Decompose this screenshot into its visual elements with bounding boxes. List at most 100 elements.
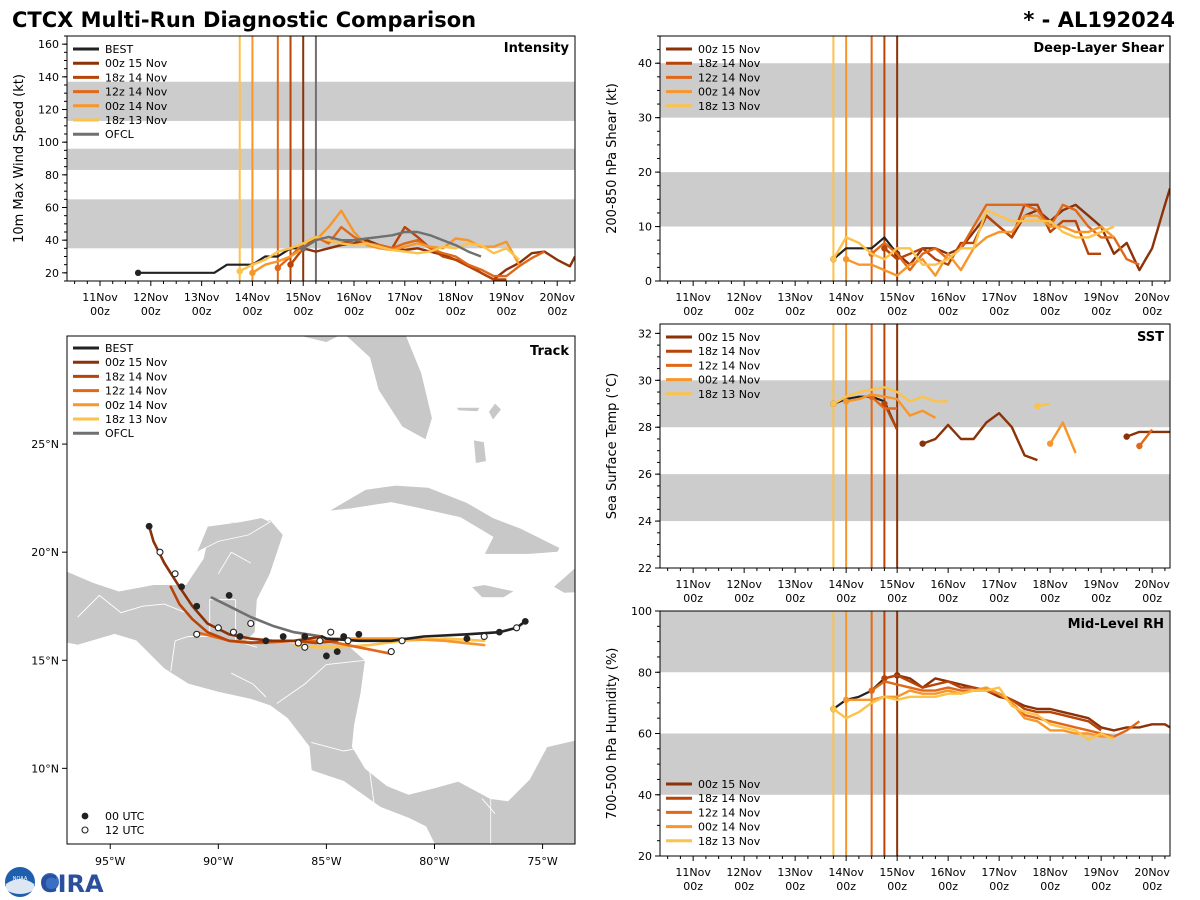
track-legend-label-18z-14-nov: 18z 14 Nov bbox=[105, 370, 168, 383]
track-point-12utc bbox=[214, 624, 222, 632]
rh-xtick-label-hour: 00z bbox=[1040, 880, 1060, 893]
shear-legend-label-18z-14-nov: 18z 14 Nov bbox=[698, 57, 761, 70]
shear-legend-label-00z-14-nov: 00z 14 Nov bbox=[698, 86, 761, 99]
intensity-xtick-label-day: 15Nov bbox=[285, 291, 321, 304]
shear-xtick-label-hour: 00z bbox=[785, 305, 805, 318]
sst-line-00z-15-nov-seg1 bbox=[1126, 430, 1170, 438]
track-lon-label: 80°W bbox=[419, 855, 449, 868]
rh-ytick-label-80: 80 bbox=[638, 666, 652, 679]
intensity-line-18z-13-nov bbox=[239, 235, 520, 273]
track-lon-label: 85°W bbox=[311, 855, 341, 868]
track-legend-label-12z-14-nov: 12z 14 Nov bbox=[105, 385, 168, 398]
country-border bbox=[481, 798, 496, 814]
track-panel: 95°W 90°W 85°W 80°W 75°W 10°N 15°N 20°N 25°N Trac… bbox=[31, 335, 576, 868]
shear-legend-label-18z-13-nov: 18z 13 Nov bbox=[698, 100, 761, 113]
shear-ytick-label-40: 40 bbox=[638, 57, 652, 70]
sst-start-dot-18z-13-nov-seg1 bbox=[1034, 402, 1041, 410]
land-hispaniola bbox=[552, 551, 575, 594]
shear-xtick-label-day: 18Nov bbox=[1032, 291, 1068, 304]
track-lat-label: 20°N bbox=[31, 546, 59, 559]
intensity-line-ofcl bbox=[302, 230, 482, 258]
sst-start-dot-00z-15-nov-seg0 bbox=[919, 440, 926, 447]
shear-xtick-label-hour: 00z bbox=[1091, 305, 1111, 318]
shear-xtick-label-hour: 00z bbox=[734, 305, 754, 318]
shear-xtick-label-day: 11Nov bbox=[675, 291, 711, 304]
shear-line-00z-14-nov bbox=[845, 214, 1115, 277]
shear-xtick-label-hour: 00z bbox=[938, 305, 958, 318]
country-border bbox=[231, 672, 267, 698]
sst-xtick-label-day: 12Nov bbox=[726, 578, 762, 591]
sst-xtick-label-day: 18Nov bbox=[1032, 578, 1068, 591]
intensity-ytick-label-40: 40 bbox=[45, 234, 59, 247]
rh-xtick-label-day: 13Nov bbox=[777, 866, 813, 879]
track-legend-label-00z-14-nov: 00z 14 Nov bbox=[105, 399, 168, 412]
sst-start-dot-12z-14-nov-seg1 bbox=[1136, 442, 1143, 450]
intensity-xtick-label-day: 13Nov bbox=[184, 291, 220, 304]
sst-panel-title: SST bbox=[1137, 330, 1164, 345]
intensity-xtick-label-day: 18Nov bbox=[438, 291, 474, 304]
rh-xtick-label-day: 16Nov bbox=[930, 866, 966, 879]
track-point-00utc bbox=[301, 633, 309, 640]
shear-ytick-label-0: 0 bbox=[645, 275, 652, 288]
cira-wordmark: CIRA bbox=[40, 870, 104, 898]
track-lat-label: 15°N bbox=[31, 654, 59, 667]
shear-start-dot-18z-14-nov bbox=[881, 245, 888, 252]
country-border bbox=[88, 566, 133, 577]
rh-xtick-label-hour: 00z bbox=[938, 880, 958, 893]
sst-start-dot-18z-13-nov-seg0 bbox=[830, 400, 837, 407]
land-bahamas-abaco bbox=[488, 402, 503, 422]
intensity-panel: 2040608010012014016011Nov00z12Nov00z13No… bbox=[12, 35, 576, 318]
sst-band-1 bbox=[660, 380, 1170, 428]
rh-start-dot-00z-14-nov bbox=[842, 696, 850, 704]
shear-xtick-label-day: 16Nov bbox=[930, 291, 966, 304]
track-point-12utc bbox=[294, 639, 302, 647]
sst-legend-label-18z-13-nov: 18z 13 Nov bbox=[698, 388, 761, 401]
sst-ytick-label-22: 22 bbox=[638, 562, 652, 575]
track-point-00utc bbox=[145, 522, 153, 530]
rh-xtick-label-day: 11Nov bbox=[675, 866, 711, 879]
track-point-12utc bbox=[301, 643, 309, 651]
intensity-series-group bbox=[134, 209, 575, 281]
sst-ytick-label-30: 30 bbox=[638, 374, 652, 387]
rh-ytick-label-20: 20 bbox=[638, 850, 652, 863]
intensity-panel-title: Intensity bbox=[504, 41, 570, 56]
intensity-band-2 bbox=[67, 81, 575, 121]
intensity-ytick-label-140: 140 bbox=[38, 71, 59, 84]
rh-series-group bbox=[830, 672, 1170, 741]
sst-start-dot-18z-14-nov bbox=[881, 400, 888, 407]
intensity-start-dot-00z-14-nov bbox=[249, 269, 256, 277]
sst-xtick-label-day: 16Nov bbox=[930, 578, 966, 591]
sst-line-12z-14-nov-seg0 bbox=[870, 395, 898, 410]
land-mexico-central-america bbox=[67, 508, 494, 844]
sst-xtick-label-day: 11Nov bbox=[675, 578, 711, 591]
rh-line-18z-13-nov bbox=[832, 686, 1115, 741]
intensity-xtick-label-day: 12Nov bbox=[133, 291, 169, 304]
rh-xtick-label-day: 12Nov bbox=[726, 866, 762, 879]
noaa-wave-icon bbox=[6, 879, 34, 894]
intensity-xtick-label-hour: 00z bbox=[192, 305, 212, 318]
track-point-12utc bbox=[229, 628, 238, 636]
sst-line-12z-14-nov-seg1 bbox=[1138, 428, 1154, 447]
track-point-12utc bbox=[327, 628, 335, 636]
sst-xtick-label-day: 15Nov bbox=[879, 578, 915, 591]
rh-ytick-label-60: 60 bbox=[638, 728, 652, 741]
intensity-legend-label-12z-14-nov: 12z 14 Nov bbox=[105, 86, 168, 99]
sst-xtick-label-hour: 00z bbox=[938, 592, 958, 605]
shear-xtick-label-day: 20Nov bbox=[1134, 291, 1170, 304]
storm-id-title: * - AL192024 bbox=[1023, 8, 1175, 32]
country-border bbox=[217, 551, 251, 575]
shear-band-1 bbox=[660, 63, 1170, 118]
track-legend-label-18z-13-nov: 18z 13 Nov bbox=[105, 413, 168, 426]
shear-ytick-label-30: 30 bbox=[638, 112, 652, 125]
track-point-12utc bbox=[480, 632, 488, 641]
intensity-legend-label-18z-13-nov: 18z 13 Nov bbox=[105, 114, 168, 127]
track-point-12utc bbox=[156, 548, 164, 556]
track-point-00utc bbox=[463, 635, 471, 643]
sst-xtick-label-hour: 00z bbox=[1040, 592, 1060, 605]
track-point-12utc bbox=[398, 637, 406, 645]
intensity-xtick-label-hour: 00z bbox=[446, 305, 466, 318]
sst-line-18z-13-nov-seg0 bbox=[832, 386, 949, 405]
shear-start-dot-00z-14-nov bbox=[842, 256, 850, 263]
shear-xtick-label-hour: 00z bbox=[1040, 305, 1060, 318]
